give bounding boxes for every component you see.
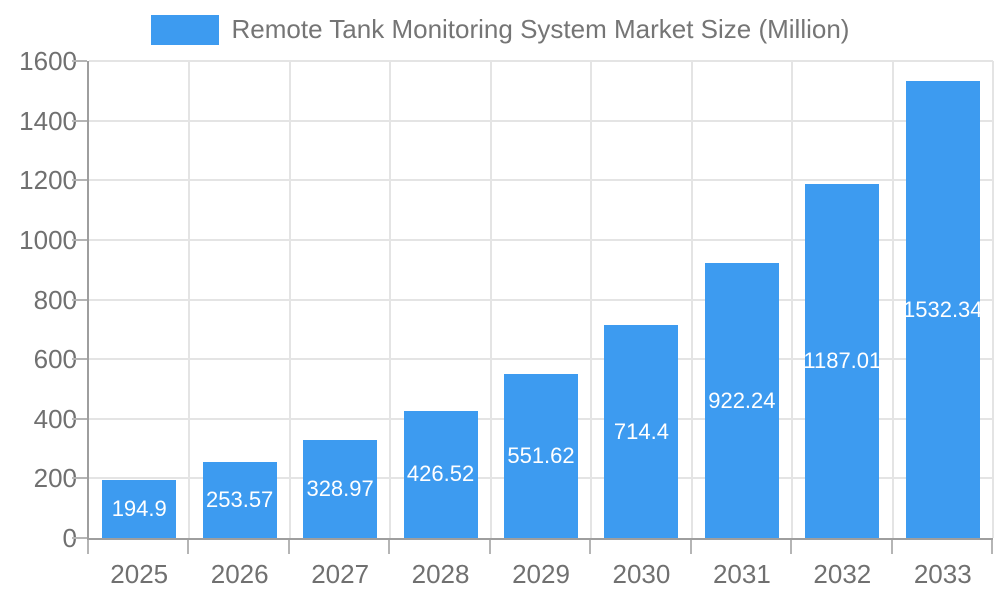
y-tick-label: 1600 [19, 46, 77, 76]
bar: 194.9 [102, 479, 177, 538]
legend-label: Remote Tank Monitoring System Market Siz… [231, 14, 850, 44]
gridline-vertical [489, 61, 492, 538]
plot-area: 194.9 253.57 328.97 426.52 551.62 714.4 922.24… [87, 60, 994, 540]
bar: 1532.34 [903, 81, 983, 538]
gridline-vertical [288, 61, 291, 538]
gridline-vertical [389, 61, 392, 538]
bar-value-label: 922.24 [708, 387, 776, 413]
x-tick-label: 2032 [813, 559, 872, 589]
gridline-horizontal [89, 60, 993, 62]
bar-value-label: 328.97 [306, 475, 374, 501]
bar: 551.62 [504, 373, 578, 538]
y-tick-label: 600 [33, 344, 77, 375]
x-axis-tick-mark [790, 540, 793, 554]
x-axis-tick-mark [991, 540, 993, 554]
x-tick-label: 2031 [712, 559, 771, 589]
gridline-horizontal [89, 179, 993, 182]
gridline-vertical [590, 61, 593, 538]
x-axis-tick-mark [388, 540, 391, 554]
x-tick-label: 2027 [311, 559, 370, 589]
bar-value-label: 714.4 [613, 418, 669, 444]
x-axis-tick-mark [187, 540, 190, 554]
x-axis-tick-mark [890, 540, 893, 554]
bar-value-label: 426.52 [406, 461, 475, 487]
gridline-vertical [791, 61, 794, 538]
gridline-vertical [690, 61, 693, 538]
x-tick-label: 2025 [110, 559, 169, 589]
y-tick-label: 1400 [19, 105, 77, 136]
bar-value-label: 551.62 [507, 442, 575, 468]
y-axis-tick-mark [72, 119, 87, 122]
gridline-vertical [891, 61, 894, 538]
bar: 714.4 [604, 325, 679, 538]
y-axis-tick-mark [72, 298, 87, 301]
gridline-horizontal [89, 238, 993, 241]
y-tick-label: 800 [33, 284, 77, 315]
x-tick-label: 2026 [210, 559, 269, 589]
bar: 253.57 [202, 462, 277, 538]
gridline-horizontal [89, 119, 993, 122]
x-axis-tick-mark [488, 540, 491, 554]
y-axis-tick-mark [72, 358, 87, 361]
chart-legend: Remote Tank Monitoring System Market Siz… [0, 14, 1000, 45]
y-axis-tick-mark [72, 238, 87, 241]
legend-swatch-icon [150, 14, 219, 45]
bar: 328.97 [303, 439, 378, 538]
bar-value-label: 1532.34 [903, 296, 983, 322]
bar-value-label: 1187.01 [803, 348, 882, 374]
gridline-vertical [992, 61, 994, 538]
bar: 1187.01 [803, 184, 882, 538]
gridline-horizontal [89, 298, 993, 301]
x-tick-label: 2029 [512, 559, 570, 589]
y-axis-tick-mark [72, 417, 87, 420]
y-axis-tick-mark [72, 179, 87, 182]
x-tick-label: 2030 [612, 559, 671, 589]
x-tick-label: 2028 [411, 559, 470, 589]
y-axis-tick-mark [72, 477, 87, 480]
y-tick-label: 1200 [19, 165, 77, 196]
gridline-vertical [188, 61, 191, 538]
y-tick-label: 0 [62, 523, 77, 553]
x-tick-label: 2033 [913, 559, 972, 589]
x-axis-tick-mark [589, 540, 592, 554]
y-axis-tick-mark [72, 537, 87, 539]
y-tick-label: 1000 [19, 224, 77, 255]
x-axis-tick-mark [689, 540, 692, 554]
gridline-horizontal [89, 358, 993, 361]
x-axis-tick-mark [87, 540, 89, 554]
y-axis-tick-mark [72, 60, 87, 62]
y-tick-label: 200 [33, 463, 77, 494]
y-tick-label: 400 [33, 403, 77, 434]
bar-value-label: 194.9 [111, 495, 167, 521]
bar: 922.24 [704, 263, 779, 538]
bar-value-label: 253.57 [206, 487, 274, 513]
x-axis-tick-mark [287, 540, 290, 554]
bar: 426.52 [403, 410, 478, 538]
